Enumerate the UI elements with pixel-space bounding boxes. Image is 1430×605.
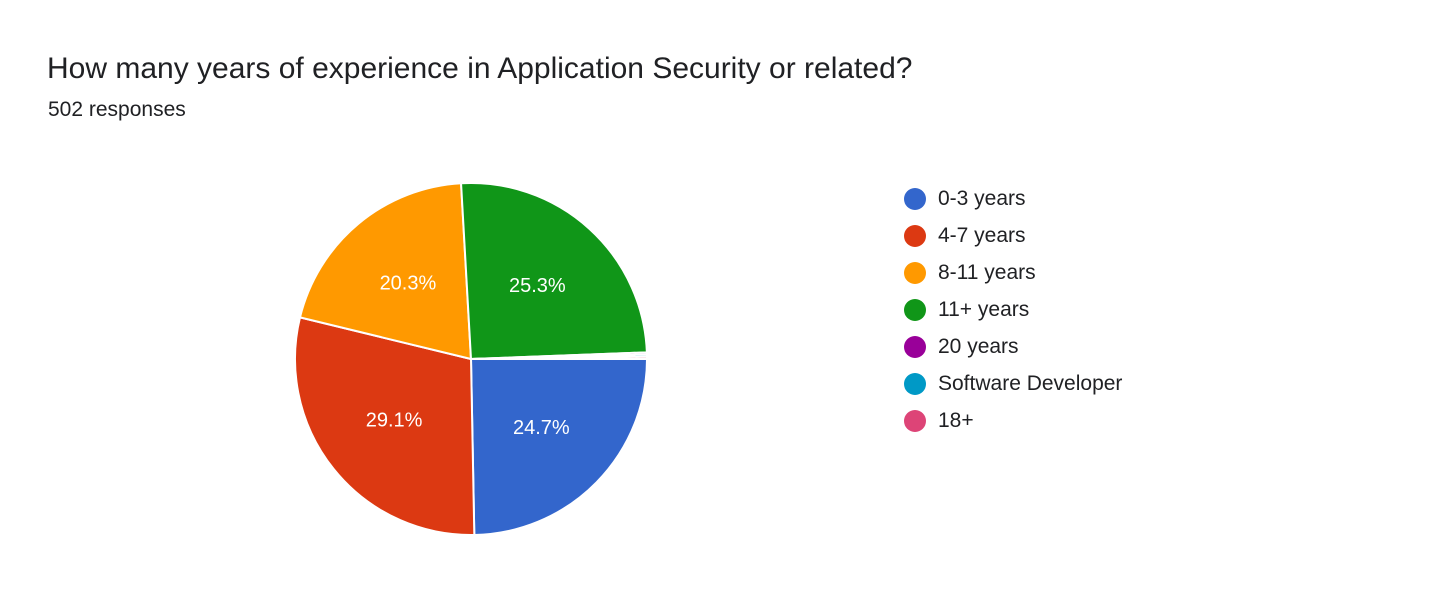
response-count: 502 responses xyxy=(48,98,186,121)
legend-swatch-icon xyxy=(904,298,926,321)
legend-item[interactable]: 4-7 years xyxy=(904,217,1122,254)
legend-swatch-icon xyxy=(904,224,926,247)
slice-label: 24.7% xyxy=(513,417,570,439)
pie-slice-18[interactable] xyxy=(470,355,649,360)
legend-swatch-icon xyxy=(904,372,926,395)
legend-swatch-icon xyxy=(904,187,926,210)
chart-legend: 0-3 years 4-7 years 8-11 years 11+ years 20 … xyxy=(904,180,1122,439)
legend-swatch-icon xyxy=(904,335,926,358)
pie-slice-11-years[interactable] xyxy=(459,182,648,361)
legend-label: 20 years xyxy=(938,334,1019,358)
legend-label: 8-11 years xyxy=(938,260,1036,284)
legend-label: Software Developer xyxy=(938,371,1123,395)
legend-item[interactable]: Software Developer xyxy=(904,365,1122,402)
legend-swatch-icon xyxy=(904,409,926,432)
legend-item[interactable]: 8-11 years xyxy=(904,254,1122,291)
slice-label: 20.3% xyxy=(380,272,437,294)
legend-item[interactable]: 0-3 years xyxy=(904,180,1122,217)
legend-item[interactable]: 11+ years xyxy=(904,291,1122,328)
legend-label: 18+ xyxy=(938,408,974,432)
legend-label: 4-7 years xyxy=(938,223,1026,247)
chart-title: How many years of experience in Applicat… xyxy=(47,52,913,85)
legend-swatch-icon xyxy=(904,261,926,284)
legend-item[interactable]: 18+ xyxy=(904,402,1122,439)
legend-label: 11+ years xyxy=(938,297,1030,321)
legend-label: 0-3 years xyxy=(938,186,1026,210)
pie-slice-4-7-years[interactable] xyxy=(294,316,476,536)
pie-slice-0-3-years[interactable] xyxy=(469,358,649,536)
legend-item[interactable]: 20 years xyxy=(904,328,1122,365)
pie-slice-8-11-years[interactable] xyxy=(298,182,473,361)
slice-label: 29.1% xyxy=(366,410,423,432)
slice-label: 25.3% xyxy=(509,275,566,297)
